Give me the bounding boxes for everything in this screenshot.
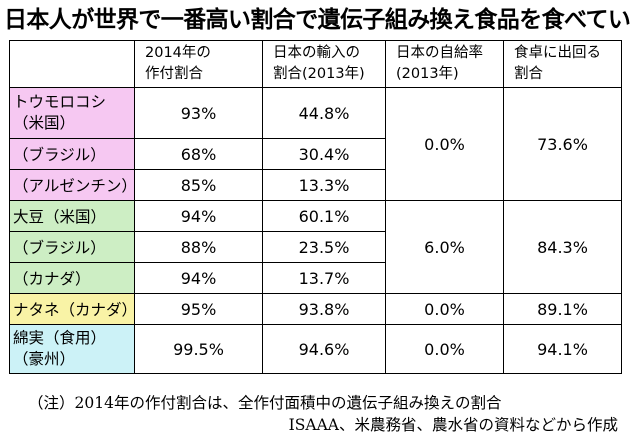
page-title: 日本人が世界で一番高い割合で遺伝子組み換え食品を食べている: [4, 7, 632, 33]
table-row: 綿実（食用） （豪州） 99.5% 94.6% 0.0% 94.1%: [9, 324, 622, 374]
header-import-line1: 日本の輸入の: [273, 45, 360, 61]
import-value: 30.4%: [262, 138, 386, 170]
crop-corn-argentina: （アルゼンチン）: [9, 169, 137, 201]
import-value: 60.1%: [262, 200, 386, 232]
crop-soy-canada: （カナダ）: [9, 262, 135, 294]
footnote: （注）2014年の作付割合は、全作付面積中の遺伝子組み換えの割合: [28, 394, 502, 412]
crop-corn-brazil: （ブラジル）: [9, 138, 135, 170]
import-value: 13.3%: [262, 169, 386, 201]
table-share-corn: 73.6%: [503, 87, 622, 201]
crop-corn-us: トウモロコシ （米国）: [9, 87, 135, 139]
header-planting-share: 2014年の 作付割合: [134, 40, 263, 88]
table-row: トウモロコシ （米国） 93% 44.8% 0.0% 73.6%: [9, 87, 622, 201]
import-value: 93.8%: [262, 293, 386, 325]
import-value: 13.7%: [262, 262, 386, 294]
header-import-share: 日本の輸入の 割合(2013年): [262, 40, 386, 88]
header-self-line2: (2013年): [396, 66, 459, 82]
table-row: （ブラジル） 68% 30.4%: [9, 138, 622, 170]
table-row: （アルゼンチン） 85% 13.3%: [9, 169, 622, 201]
table-share-soy: 84.3%: [503, 200, 622, 294]
crop-label-line1: トウモロコシ: [13, 93, 107, 111]
notes: （注）2014年の作付割合は、全作付面積中の遺伝子組み換えの割合 ISAAA、米…: [28, 392, 624, 436]
source-note: ISAAA、米農務省、農水省の資料などから作成: [288, 416, 618, 434]
crop-cotton: 綿実（食用） （豪州）: [9, 324, 135, 374]
planting-value: 95%: [134, 293, 263, 325]
planting-value: 68%: [134, 138, 263, 170]
crop-rapeseed: ナタネ（カナダ）: [9, 293, 137, 325]
table-share-rapeseed: 89.1%: [503, 293, 622, 325]
header-import-line2: 割合(2013年): [273, 66, 365, 82]
header-table-line2: 割合: [514, 66, 543, 82]
header-row: 2014年の 作付割合 日本の輸入の 割合(2013年) 日本の自給率 (201…: [9, 40, 622, 88]
self-sufficiency-cotton: 0.0%: [385, 324, 504, 374]
header-table-line1: 食卓に出回る: [514, 45, 601, 61]
gmo-table: 2014年の 作付割合 日本の輸入の 割合(2013年) 日本の自給率 (201…: [9, 40, 622, 374]
header-table-share: 食卓に出回る 割合: [503, 40, 622, 88]
table-row: ナタネ（カナダ） 95% 93.8% 0.0% 89.1%: [9, 293, 622, 325]
table-row: （カナダ） 94% 13.7%: [9, 262, 622, 294]
import-value: 23.5%: [262, 231, 386, 263]
table-share-cotton: 94.1%: [503, 324, 622, 374]
planting-value: 94%: [134, 262, 263, 294]
crop-soy-brazil: （ブラジル）: [9, 231, 135, 263]
self-sufficiency-corn: 0.0%: [385, 87, 504, 201]
header-self-sufficiency: 日本の自給率 (2013年): [385, 40, 504, 88]
header-planting-line1: 2014年の: [145, 45, 211, 61]
self-sufficiency-soy: 6.0%: [385, 200, 504, 294]
planting-value: 99.5%: [134, 324, 263, 374]
planting-value: 85%: [134, 169, 263, 201]
crop-soy-us: 大豆（米国）: [9, 200, 135, 232]
crop-label-line1: 綿実（食用）: [13, 329, 107, 347]
planting-value: 93%: [134, 87, 263, 139]
table-row: （ブラジル） 88% 23.5%: [9, 231, 622, 263]
planting-value: 88%: [134, 231, 263, 263]
header-crop: [9, 40, 135, 88]
planting-value: 94%: [134, 200, 263, 232]
header-planting-line2: 作付割合: [145, 66, 203, 82]
table-row: 大豆（米国） 94% 60.1% 6.0% 84.3%: [9, 200, 622, 294]
header-self-line1: 日本の自給率: [396, 45, 483, 61]
self-sufficiency-rapeseed: 0.0%: [385, 293, 504, 325]
crop-label-line2: （豪州）: [13, 350, 76, 368]
crop-label-line2: （米国）: [13, 114, 76, 132]
import-value: 94.6%: [262, 324, 386, 374]
import-value: 44.8%: [262, 87, 386, 139]
